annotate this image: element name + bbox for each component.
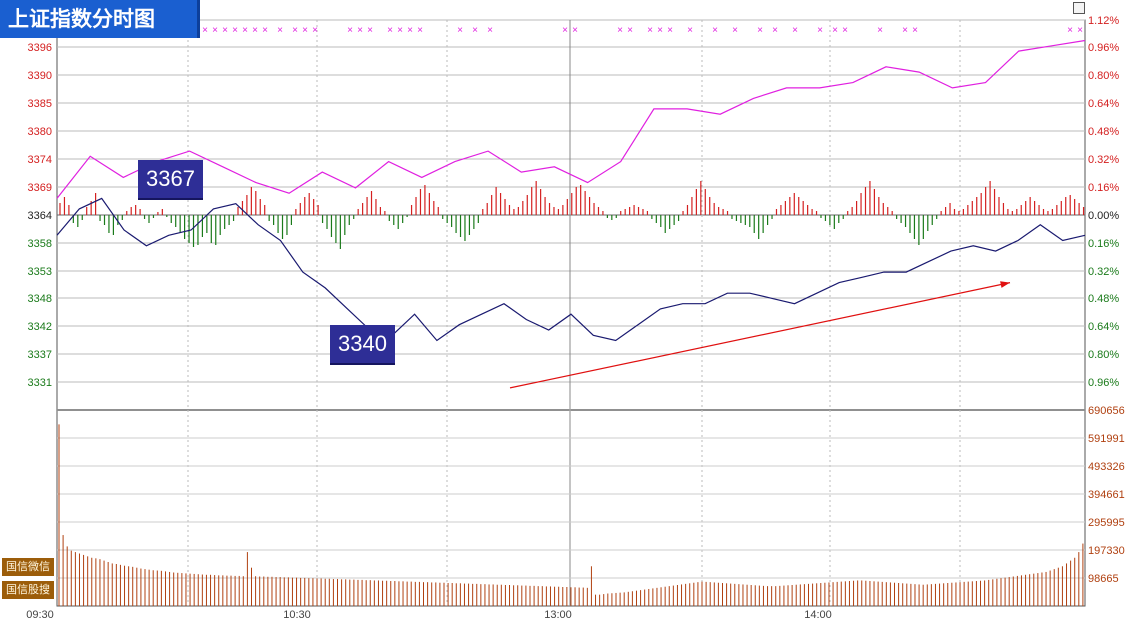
price-tick-label: 3396 — [28, 42, 52, 54]
high-callout: 3367 — [138, 160, 203, 200]
trade-marker: × — [417, 25, 423, 36]
pct-tick-label: 0.16% — [1088, 182, 1119, 194]
trade-marker: × — [252, 25, 258, 36]
low-callout: 3340 — [330, 325, 395, 365]
price-tick-label: 3364 — [28, 210, 52, 222]
trade-marker: × — [222, 25, 228, 36]
price-tick-label: 3342 — [28, 321, 52, 333]
trade-marker: × — [657, 25, 663, 36]
time-tick-label: 09:30 — [26, 609, 54, 621]
trade-marker: × — [212, 25, 218, 36]
trade-marker: × — [262, 25, 268, 36]
side-tab-wechat[interactable]: 国信微信 — [2, 558, 54, 576]
trade-marker: × — [757, 25, 763, 36]
price-tick-label: 3348 — [28, 293, 52, 305]
pct-tick-label: 0.80% — [1088, 70, 1119, 82]
trade-marker: × — [687, 25, 693, 36]
trend-arrow-head — [1000, 281, 1010, 288]
pct-tick-label: 0.32% — [1088, 154, 1119, 166]
time-tick-label: 14:00 — [804, 609, 832, 621]
trade-marker: × — [562, 25, 568, 36]
volume-tick-label: 394661 — [1088, 489, 1125, 501]
volume-tick-label: 295995 — [1088, 517, 1125, 529]
trade-marker: × — [357, 25, 363, 36]
price-tick-label: 3380 — [28, 126, 52, 138]
trade-marker: × — [367, 25, 373, 36]
pct-tick-label: 1.12% — [1088, 15, 1119, 27]
price-tick-label: 3369 — [28, 182, 52, 194]
trade-marker: × — [842, 25, 848, 36]
trade-marker: × — [202, 25, 208, 36]
trade-marker: × — [792, 25, 798, 36]
side-tab-search[interactable]: 国信股搜 — [2, 581, 54, 599]
trade-marker: × — [277, 25, 283, 36]
trade-marker: × — [302, 25, 308, 36]
trade-marker: × — [732, 25, 738, 36]
volume-tick-label: 690656 — [1088, 405, 1125, 417]
trade-marker: × — [877, 25, 883, 36]
trend-arrow — [509, 282, 1011, 389]
trade-marker: × — [667, 25, 673, 36]
time-tick-label: 13:00 — [544, 609, 572, 621]
trade-marker: × — [772, 25, 778, 36]
series-line-upper — [56, 39, 1086, 199]
pct-tick-label: 0.64% — [1088, 98, 1119, 110]
pct-tick-label: 0.48% — [1088, 126, 1119, 138]
trade-marker: × — [397, 25, 403, 36]
trade-marker: × — [572, 25, 578, 36]
trade-marker: × — [627, 25, 633, 36]
trade-marker: × — [817, 25, 823, 36]
price-tick-label: 3358 — [28, 238, 52, 250]
trade-marker: × — [312, 25, 318, 36]
chart-title: 上证指数分时图 — [0, 0, 200, 38]
trade-marker: × — [347, 25, 353, 36]
trade-marker: × — [232, 25, 238, 36]
pct-tick-label: 0.32% — [1088, 266, 1119, 278]
trade-marker: × — [487, 25, 493, 36]
plot-frame — [56, 19, 1086, 607]
price-tick-label: 3374 — [28, 154, 52, 166]
trade-marker: × — [292, 25, 298, 36]
volume-tick-label: 197330 — [1088, 545, 1125, 557]
pct-tick-label: 0.96% — [1088, 377, 1119, 389]
trade-marker: × — [647, 25, 653, 36]
pct-tick-label: 0.96% — [1088, 42, 1119, 54]
volume-tick-label: 591991 — [1088, 433, 1125, 445]
pct-tick-label: 0.64% — [1088, 321, 1119, 333]
volume-tick-label: 98665 — [1088, 573, 1119, 585]
series-line-price — [56, 197, 1086, 342]
trade-marker: × — [472, 25, 478, 36]
corner-toggle-icon[interactable] — [1073, 2, 1085, 14]
price-tick-label: 3353 — [28, 266, 52, 278]
trade-marker: × — [902, 25, 908, 36]
price-tick-label: 3385 — [28, 98, 52, 110]
trade-marker: × — [1077, 25, 1083, 36]
trade-marker: × — [407, 25, 413, 36]
trade-marker: × — [912, 25, 918, 36]
trade-marker: × — [832, 25, 838, 36]
time-tick-label: 10:30 — [283, 609, 311, 621]
pct-tick-label: 0.00% — [1088, 210, 1119, 222]
trade-marker: × — [712, 25, 718, 36]
trade-marker: × — [1067, 25, 1073, 36]
volume-tick-label: 493326 — [1088, 461, 1125, 473]
price-tick-label: 3390 — [28, 70, 52, 82]
pct-tick-label: 0.80% — [1088, 349, 1119, 361]
trade-marker: × — [457, 25, 463, 36]
trade-marker: × — [242, 25, 248, 36]
pct-tick-label: 0.16% — [1088, 238, 1119, 250]
price-tick-label: 3331 — [28, 377, 52, 389]
price-tick-label: 3337 — [28, 349, 52, 361]
trade-marker: × — [617, 25, 623, 36]
trade-marker: × — [387, 25, 393, 36]
pct-tick-label: 0.48% — [1088, 293, 1119, 305]
